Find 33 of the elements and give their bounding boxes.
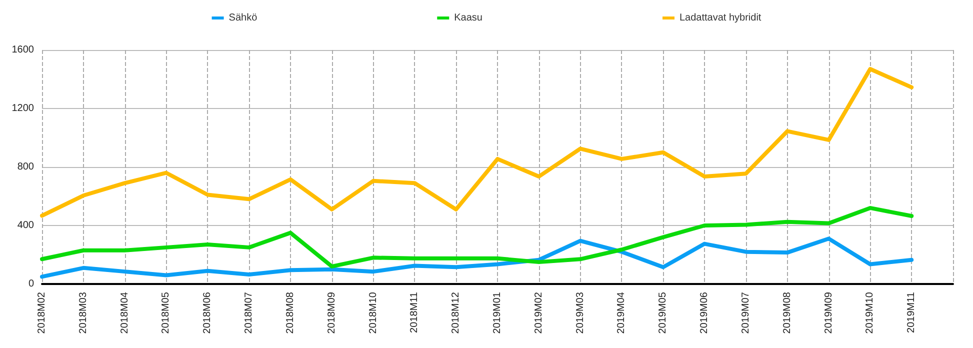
x-tick-label: 2019M01 [492, 292, 503, 334]
x-tick-label: 2019M05 [658, 292, 669, 334]
x-tick-label: 2019M06 [699, 292, 710, 334]
x-tick-label: 2018M09 [326, 292, 338, 334]
x-tick-label: 2018M11 [409, 292, 420, 333]
x-tick-label: 2019M03 [574, 292, 586, 334]
line-series [40, 236, 914, 279]
x-tick-label: 2019M04 [616, 292, 628, 334]
x-tick-label: 2018M07 [244, 292, 255, 334]
legend-label: Ladattavat hybridit [679, 12, 762, 24]
x-tick-label: 2019M10 [864, 292, 876, 334]
y-tick-label: 800 [17, 162, 34, 172]
x-tick-label: 2019M02 [533, 292, 544, 334]
y-tick-label: 1200 [12, 103, 34, 114]
x-tick-label: 2018M02 [36, 292, 48, 334]
x-tick-label: 2019M07 [740, 292, 752, 334]
x-tick-label: 2018M10 [368, 292, 379, 334]
line-series [40, 206, 914, 268]
legend-label: Kaasu [454, 12, 482, 24]
x-tick-label: 2018M05 [160, 292, 172, 334]
x-tick-label: 2019M09 [823, 292, 834, 334]
line-series [40, 67, 914, 218]
x-tick-label: 2019M11 [906, 292, 918, 333]
x-tick-label: 2018M03 [78, 292, 89, 334]
x-tick-label: 2018M12 [450, 292, 462, 334]
x-tick-label: 2018M04 [119, 292, 130, 334]
y-tick-label: 400 [17, 220, 34, 231]
x-tick-label: 2019M08 [782, 292, 793, 334]
x-tick-label: 2018M06 [202, 292, 214, 334]
y-tick-label: 1600 [12, 44, 34, 56]
x-tick-label: 2018M08 [284, 292, 296, 334]
legend-label: Sähkö [228, 12, 258, 24]
y-tick-label: 0 [28, 278, 34, 290]
